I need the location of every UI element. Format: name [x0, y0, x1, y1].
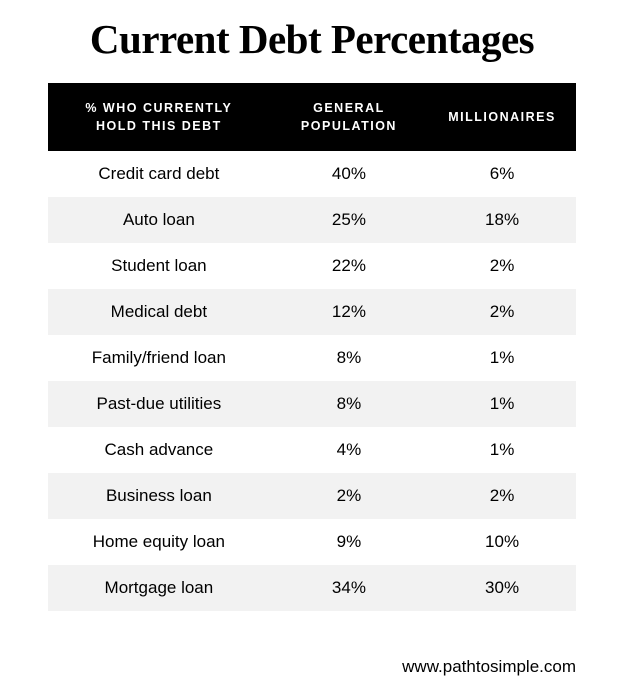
cell-label: Auto loan	[48, 197, 270, 243]
cell-label: Credit card debt	[48, 151, 270, 197]
cell-mil: 2%	[428, 289, 576, 335]
table-row: Student loan22%2%	[48, 243, 576, 289]
table-row: Cash advance4%1%	[48, 427, 576, 473]
cell-mil: 6%	[428, 151, 576, 197]
cell-label: Family/friend loan	[48, 335, 270, 381]
cell-gen: 2%	[270, 473, 428, 519]
cell-gen: 34%	[270, 565, 428, 611]
table-row: Credit card debt40%6%	[48, 151, 576, 197]
cell-mil: 2%	[428, 473, 576, 519]
cell-gen: 40%	[270, 151, 428, 197]
table-container: % WHO CURRENTLY HOLD THIS DEBT GENERAL P…	[20, 83, 604, 647]
debt-table: % WHO CURRENTLY HOLD THIS DEBT GENERAL P…	[48, 83, 576, 611]
cell-label: Student loan	[48, 243, 270, 289]
table-row: Home equity loan9%10%	[48, 519, 576, 565]
table-row: Past-due utilities8%1%	[48, 381, 576, 427]
table-row: Auto loan25%18%	[48, 197, 576, 243]
cell-gen: 12%	[270, 289, 428, 335]
table-header-row: % WHO CURRENTLY HOLD THIS DEBT GENERAL P…	[48, 83, 576, 151]
table-row: Medical debt12%2%	[48, 289, 576, 335]
cell-mil: 2%	[428, 243, 576, 289]
cell-mil: 10%	[428, 519, 576, 565]
cell-mil: 1%	[428, 335, 576, 381]
cell-label: Business loan	[48, 473, 270, 519]
col-header-general-line2: POPULATION	[301, 119, 397, 133]
cell-gen: 9%	[270, 519, 428, 565]
cell-gen: 25%	[270, 197, 428, 243]
cell-label: Cash advance	[48, 427, 270, 473]
col-header-debt-line1: % WHO CURRENTLY	[85, 101, 232, 115]
col-header-millionaires: MILLIONAIRES	[428, 83, 576, 151]
cell-label: Mortgage loan	[48, 565, 270, 611]
cell-label: Past-due utilities	[48, 381, 270, 427]
cell-mil: 18%	[428, 197, 576, 243]
cell-label: Medical debt	[48, 289, 270, 335]
table-body: Credit card debt40%6% Auto loan25%18% St…	[48, 151, 576, 611]
cell-mil: 1%	[428, 427, 576, 473]
cell-mil: 1%	[428, 381, 576, 427]
table-row: Business loan2%2%	[48, 473, 576, 519]
table-row: Mortgage loan34%30%	[48, 565, 576, 611]
col-header-millionaires-line1: MILLIONAIRES	[448, 110, 556, 124]
page-title: Current Debt Percentages	[20, 18, 604, 61]
col-header-general: GENERAL POPULATION	[270, 83, 428, 151]
cell-gen: 8%	[270, 335, 428, 381]
col-header-debt-line2: HOLD THIS DEBT	[96, 119, 222, 133]
source-footer: www.pathtosimple.com	[20, 647, 604, 677]
cell-gen: 22%	[270, 243, 428, 289]
col-header-general-line1: GENERAL	[313, 101, 385, 115]
cell-gen: 4%	[270, 427, 428, 473]
table-row: Family/friend loan8%1%	[48, 335, 576, 381]
cell-mil: 30%	[428, 565, 576, 611]
cell-gen: 8%	[270, 381, 428, 427]
cell-label: Home equity loan	[48, 519, 270, 565]
col-header-debt: % WHO CURRENTLY HOLD THIS DEBT	[48, 83, 270, 151]
